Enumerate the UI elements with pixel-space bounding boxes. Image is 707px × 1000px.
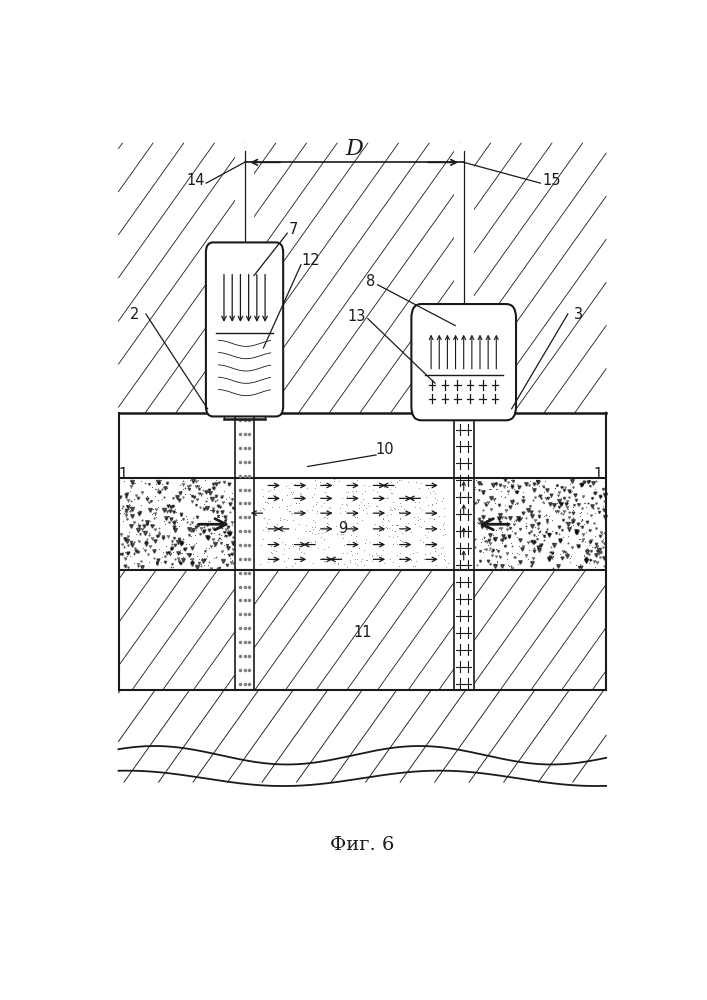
Text: 15: 15 bbox=[542, 173, 561, 188]
Text: 11: 11 bbox=[353, 625, 372, 640]
Bar bbox=[119, 478, 606, 570]
Bar bbox=[235, 413, 255, 690]
Text: 14: 14 bbox=[186, 173, 204, 188]
Bar bbox=[235, 570, 255, 690]
Bar bbox=[454, 413, 474, 690]
Bar bbox=[454, 570, 474, 690]
Text: 1: 1 bbox=[593, 467, 602, 482]
FancyBboxPatch shape bbox=[206, 242, 284, 416]
FancyBboxPatch shape bbox=[411, 304, 516, 420]
Text: 2: 2 bbox=[130, 307, 140, 322]
Bar bbox=[235, 413, 255, 690]
Text: 9: 9 bbox=[339, 521, 348, 536]
Text: 3: 3 bbox=[574, 307, 583, 322]
Text: D: D bbox=[345, 138, 363, 160]
Text: Фиг. 6: Фиг. 6 bbox=[330, 836, 395, 854]
Text: 7: 7 bbox=[289, 222, 298, 237]
Text: 10: 10 bbox=[375, 442, 394, 457]
Bar bbox=[454, 143, 474, 413]
Bar bbox=[454, 413, 474, 690]
Text: 13: 13 bbox=[348, 309, 366, 324]
Text: 8: 8 bbox=[366, 274, 375, 289]
Text: 1: 1 bbox=[118, 467, 127, 482]
Text: 12: 12 bbox=[301, 253, 320, 268]
Bar bbox=[235, 143, 255, 413]
